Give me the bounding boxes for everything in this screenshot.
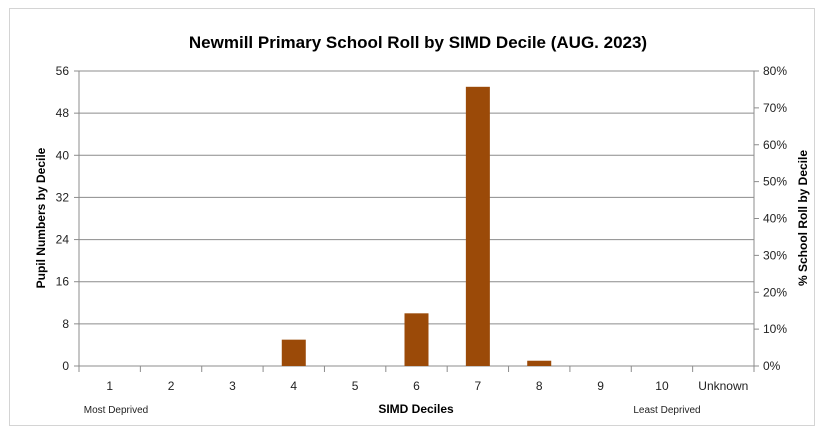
bar-decile-4 [281, 339, 306, 366]
y2-tick-label: 60% [763, 138, 787, 152]
x-tick-label: 8 [536, 379, 543, 393]
x-tick-label: 6 [413, 379, 420, 393]
y-tick-label: 32 [56, 190, 70, 204]
y-tick-label: 56 [56, 64, 70, 78]
y2-tick-label: 40% [763, 212, 787, 226]
chart-title: Newmill Primary School Roll by SIMD Deci… [189, 33, 647, 52]
bar-decile-7 [465, 86, 490, 366]
bar-decile-6 [404, 313, 429, 366]
y2-tick-label: 20% [763, 285, 787, 299]
x-tick-label: 2 [168, 379, 175, 393]
y2-tick-label: 80% [763, 64, 787, 78]
y2-tick-label: 0% [763, 359, 781, 373]
y2-tick-label: 30% [763, 248, 787, 262]
y-tick-label: 40 [56, 148, 70, 162]
x-tick-label: 10 [655, 379, 669, 393]
x-note-most-deprived: Most Deprived [84, 405, 148, 416]
plot-area: 081624324048560%10%20%30%40%50%60%70%80%… [56, 64, 788, 393]
y-tick-label: 24 [56, 233, 70, 247]
y2-tick-label: 10% [763, 322, 787, 336]
x-axis-title: SIMD Deciles [378, 402, 454, 416]
x-tick-label: 3 [229, 379, 236, 393]
x-tick-label: 9 [597, 379, 604, 393]
y-tick-label: 48 [56, 106, 70, 120]
y2-tick-label: 50% [763, 175, 787, 189]
x-tick-label: 1 [106, 379, 113, 393]
x-tick-label: 7 [475, 379, 482, 393]
x-tick-label: 4 [290, 379, 297, 393]
y2-tick-label: 70% [763, 101, 787, 115]
y-tick-label: 0 [62, 359, 69, 373]
bar-decile-8 [527, 360, 552, 366]
x-tick-label: Unknown [698, 379, 748, 393]
y-tick-label: 16 [56, 275, 70, 289]
x-note-least-deprived: Least Deprived [633, 405, 700, 416]
y-tick-label: 8 [62, 317, 69, 331]
y2-axis-title: % School Roll by Decile [796, 150, 810, 286]
y-axis-title: Pupil Numbers by Decile [34, 147, 48, 288]
x-tick-label: 5 [352, 379, 359, 393]
